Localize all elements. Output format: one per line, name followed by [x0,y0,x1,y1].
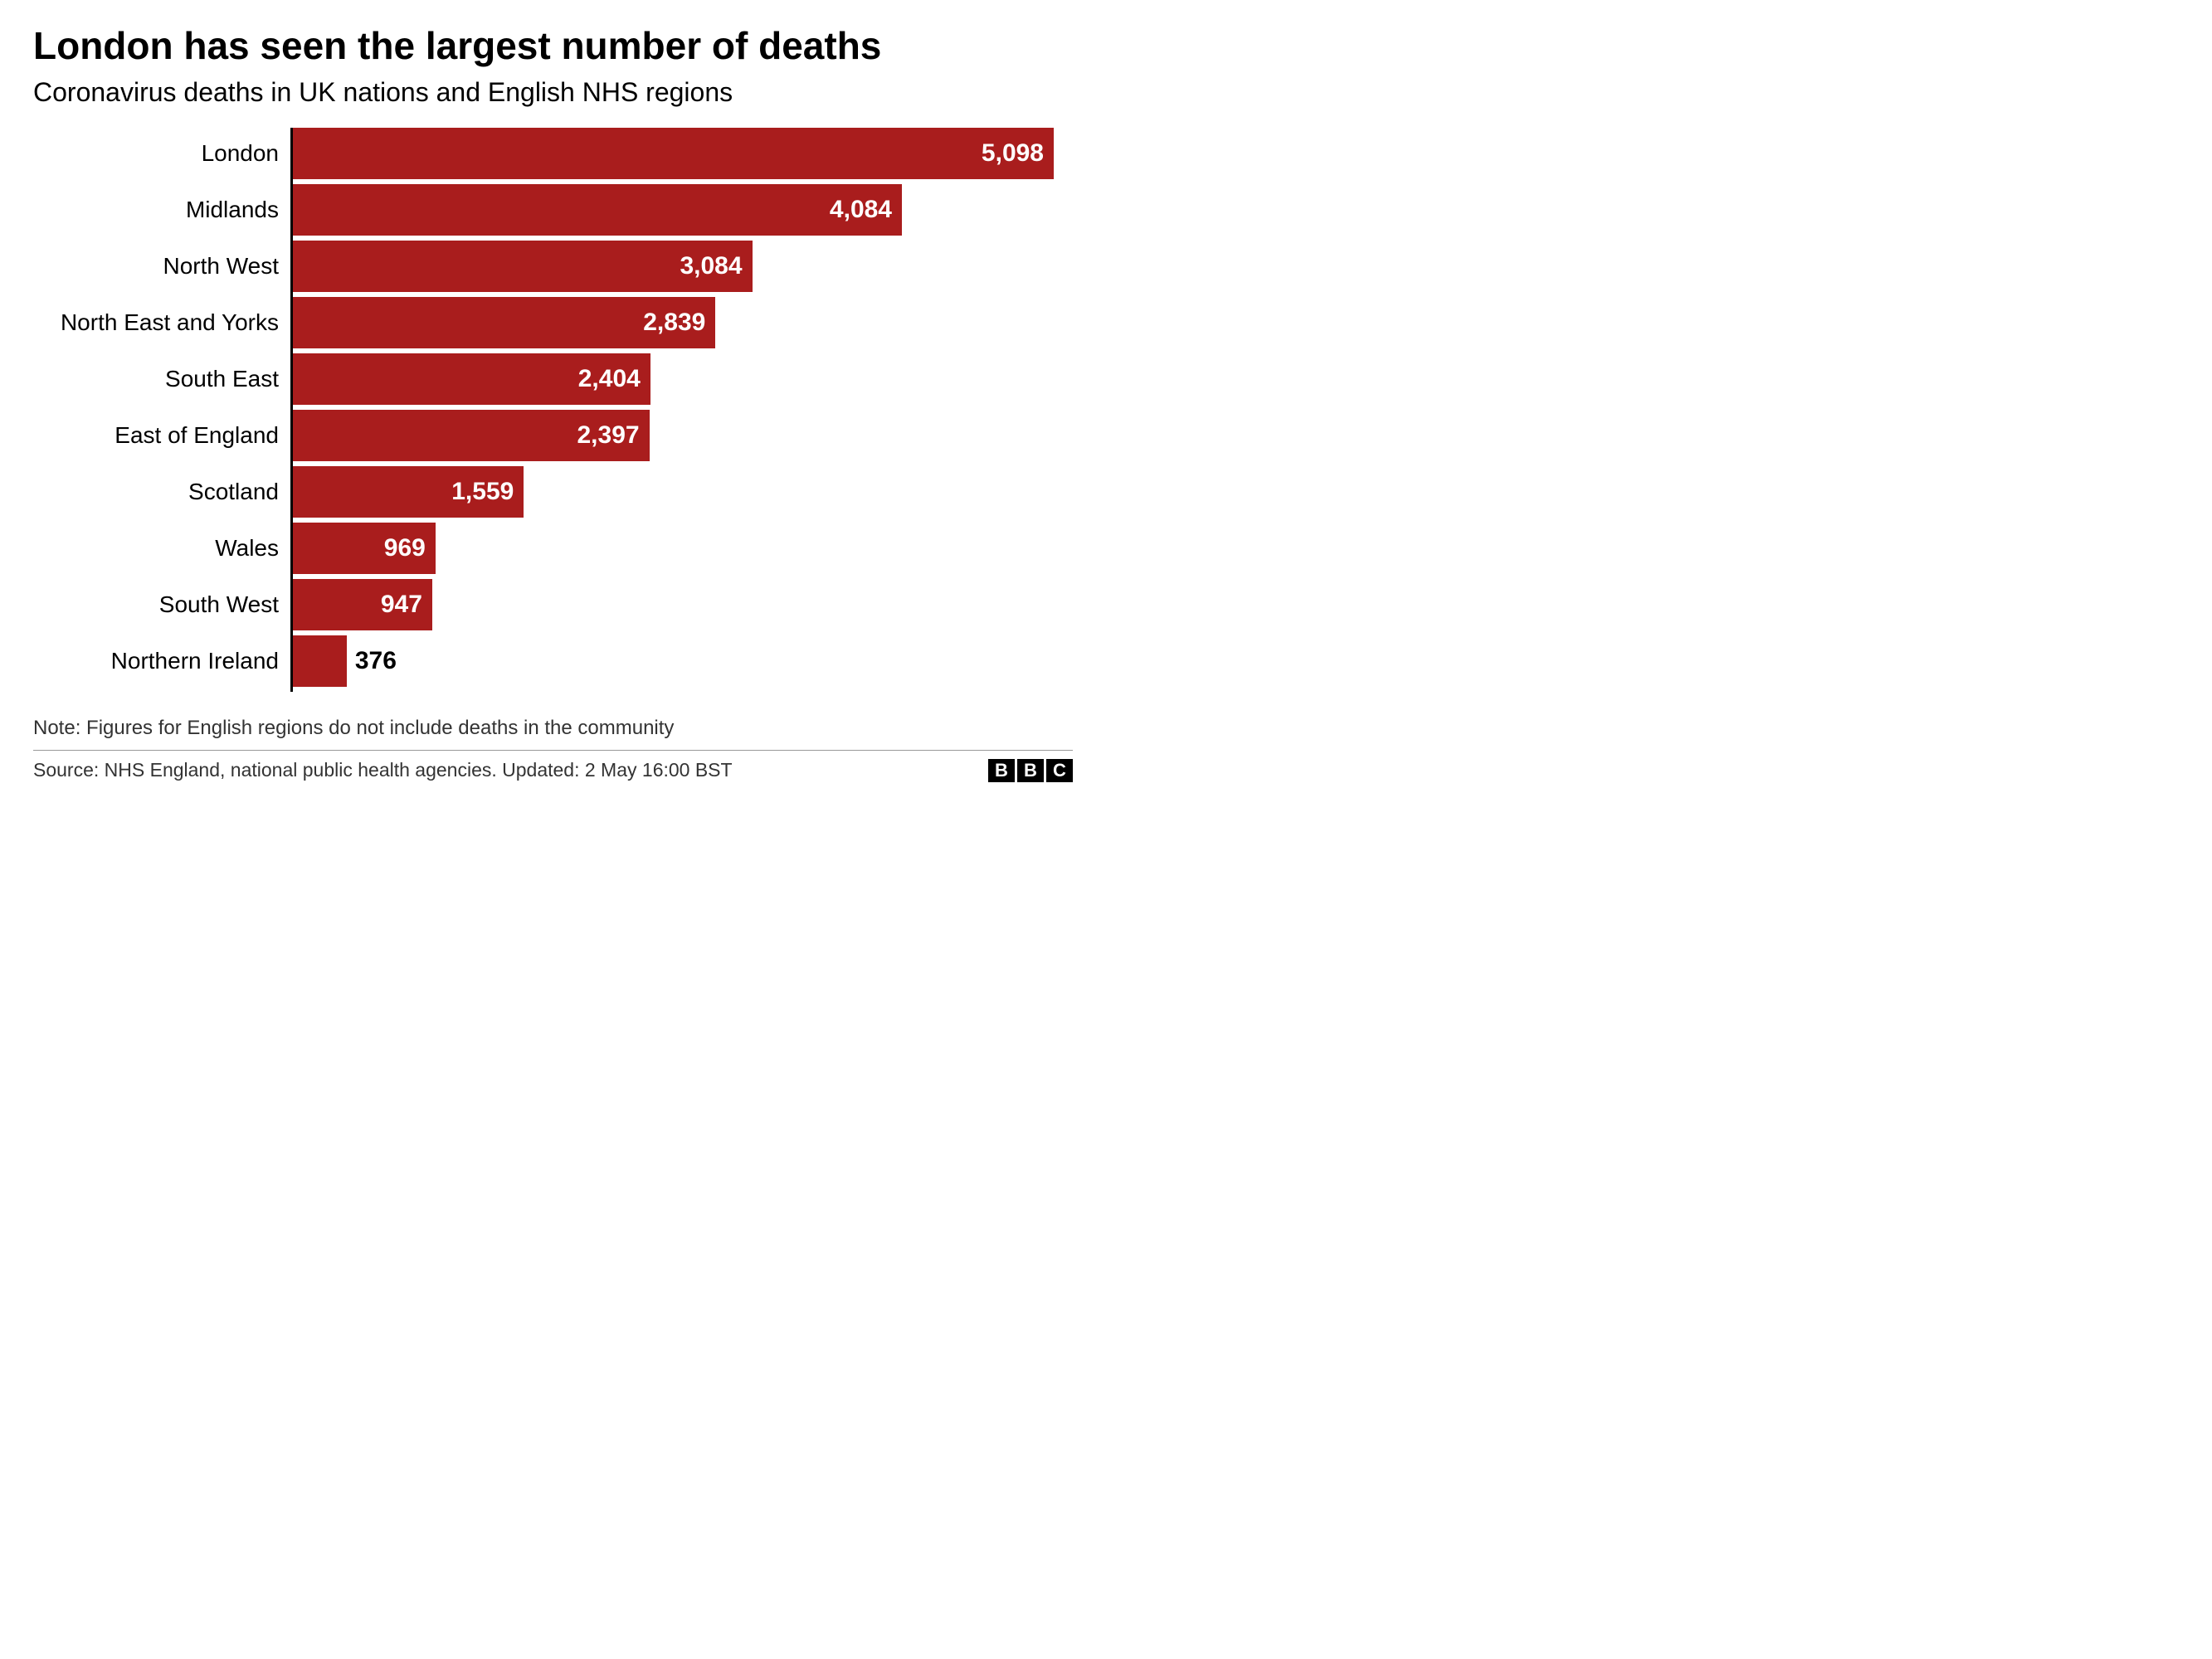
bar: 2,404 [290,353,650,405]
bbc-logo: BBC [988,759,1073,782]
chart-note: Note: Figures for English regions do not… [33,717,1073,740]
bbc-logo-block: B [1017,759,1044,782]
bar-container: 2,839 [290,297,1073,348]
bar-category-label: Northern Ireland [33,635,290,687]
bar-container: 969 [290,523,1073,574]
bar-container: 1,559 [290,466,1073,518]
bar-container: 2,397 [290,410,1073,461]
chart-title: London has seen the largest number of de… [33,25,1073,67]
bar-value-label: 947 [381,591,422,619]
bar-value-label: 2,397 [577,421,639,450]
bar: 2,839 [290,297,715,348]
bar-value-label: 1,559 [451,478,514,506]
bar-row: Scotland 1,559 [33,466,1073,518]
bar: 376 [290,635,347,687]
bar-container: 947 [290,579,1073,630]
bar-value-label: 376 [355,647,397,675]
bar-category-label: South West [33,579,290,630]
bar-row: North West 3,084 [33,241,1073,292]
source-text: Source: NHS England, national public hea… [33,759,988,781]
chart-subtitle: Coronavirus deaths in UK nations and Eng… [33,77,1073,108]
bar-row: North East and Yorks 2,839 [33,297,1073,348]
bar-chart: London5,098Midlands4,084North West3,084N… [33,128,1073,692]
bar-row: South West 947 [33,579,1073,630]
bar: 947 [290,579,432,630]
bar-row: London 5,098 [33,128,1073,179]
bar-value-label: 2,839 [643,309,705,337]
bar-category-label: Scotland [33,466,290,518]
bar-row: South East 2,404 [33,353,1073,405]
bar-category-label: East of England [33,410,290,461]
bar-value-label: 969 [384,534,426,562]
bar: 2,397 [290,410,650,461]
bar-container: 5,098 [290,128,1073,179]
bar-container: 376 [290,635,1073,687]
footer-divider [33,750,1073,751]
y-axis-line [290,128,293,692]
bar-category-label: London [33,128,290,179]
bar: 5,098 [290,128,1054,179]
bar-row: East of England 2,397 [33,410,1073,461]
bar-row: Wales 969 [33,523,1073,574]
bar-category-label: Midlands [33,184,290,236]
bbc-logo-block: C [1046,759,1073,782]
bar-category-label: South East [33,353,290,405]
bar-value-label: 5,098 [982,139,1044,168]
bar: 1,559 [290,466,524,518]
bar-container: 4,084 [290,184,1073,236]
bar-category-label: North West [33,241,290,292]
bbc-logo-block: B [988,759,1015,782]
bar-container: 2,404 [290,353,1073,405]
bar-category-label: Wales [33,523,290,574]
bar-row: Northern Ireland376 [33,635,1073,687]
bar: 969 [290,523,436,574]
bar: 3,084 [290,241,753,292]
bar-value-label: 2,404 [578,365,641,393]
bar-row: Midlands 4,084 [33,184,1073,236]
bar-container: 3,084 [290,241,1073,292]
bar-value-label: 4,084 [830,196,892,224]
bar: 4,084 [290,184,902,236]
chart-footer: Source: NHS England, national public hea… [33,759,1073,782]
bar-value-label: 3,084 [680,252,742,280]
bar-category-label: North East and Yorks [33,297,290,348]
